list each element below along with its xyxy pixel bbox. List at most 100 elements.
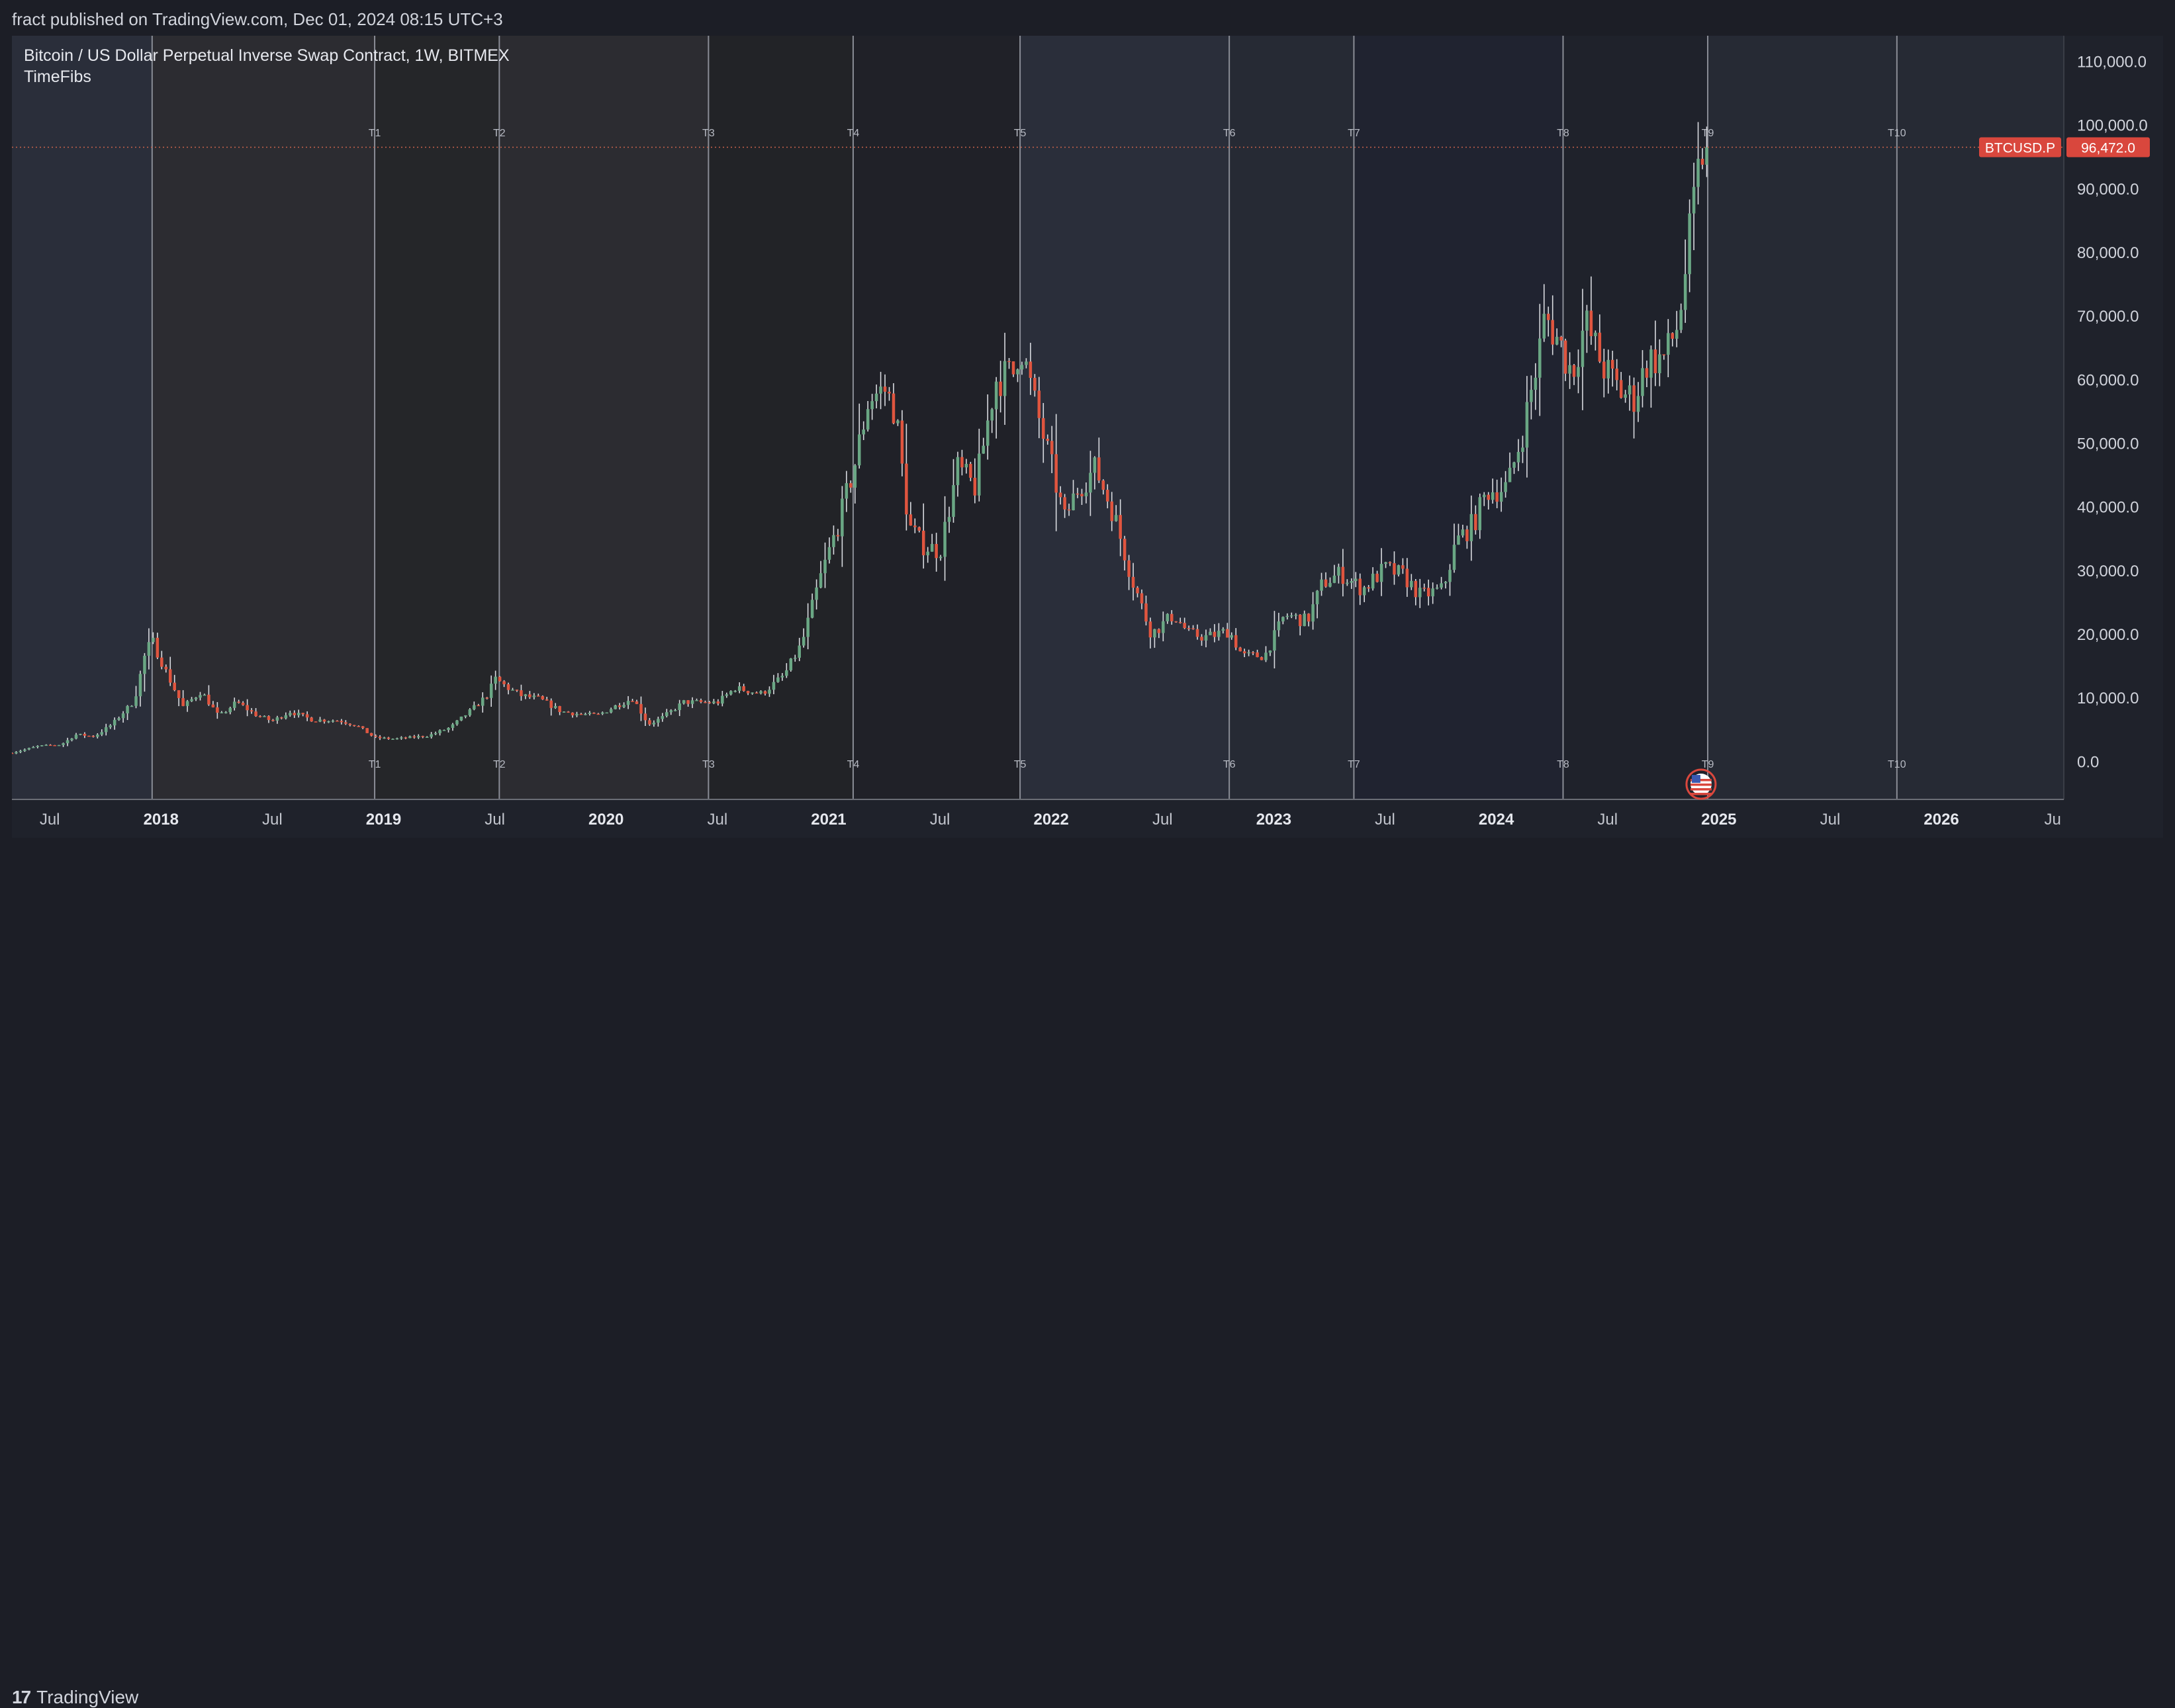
candle-body [1405,568,1409,588]
indicator-name[interactable]: TimeFibs [24,67,91,86]
candle-body [1303,613,1306,627]
candle [173,674,176,692]
candle [913,518,917,533]
flag-canton [1691,775,1700,783]
candle [511,688,514,691]
candle [1538,304,1542,416]
candle-body [1324,579,1328,587]
candle-body [1551,320,1554,345]
candle-body [1448,570,1452,582]
candle [113,717,116,730]
candle [289,710,292,717]
candle [216,701,219,719]
us-flag-icon[interactable] [1685,768,1717,800]
candle-body [657,719,660,723]
candle [1268,650,1272,656]
candle [541,695,545,700]
candle-body [665,712,669,717]
candle-body [1375,573,1379,582]
candle [164,664,168,673]
candle [32,746,35,748]
candle-body [1495,492,1499,502]
candle [40,745,44,747]
candle-body [400,737,403,739]
candle [1461,524,1465,538]
candle [1628,375,1632,411]
candle [1465,525,1469,549]
candle-body [678,703,681,710]
candle-body [1238,647,1242,652]
fib-label-top: T4 [847,128,860,139]
chart-canvas[interactable]: T1 T1 T2 T2 T3 T3 T4 T4 T5 T5 T6 T6 T7 T7 T8 T8 T9 T9 T10 T… [12,36,2163,838]
chart-frame[interactable]: T1 T1 T2 T2 T3 T3 T4 T4 T5 T5 T6 T6 T7 T7 T8 T8 T9 T9 T10 T… [12,36,2163,838]
candle-body [1140,593,1144,604]
fib-zone [1896,36,2064,799]
candle-body [635,701,639,704]
candle [879,371,882,410]
candle-body [1046,439,1050,441]
candle-body [348,723,352,725]
candle [1632,377,1636,439]
x-tick-label: 2021 [811,811,846,829]
candle-body [1251,652,1255,654]
candle-body [947,517,951,522]
candle-body [1242,651,1246,654]
candle-body [789,658,793,670]
candle-body [1397,565,1401,575]
candle-body [1534,377,1538,390]
candle [1166,613,1170,624]
y-tick-label: 60,000.0 [2077,371,2139,389]
candle [1457,523,1460,545]
candle [1076,488,1080,498]
candle [721,691,724,707]
candle-body [177,690,181,698]
candle-body [883,386,887,392]
candle-body [1089,472,1092,493]
candle-body [194,697,198,699]
candle [1140,589,1144,609]
candle [224,711,228,714]
candle [1264,646,1268,662]
candle [1016,368,1019,382]
candle [1346,579,1349,586]
candle-body [1033,378,1037,391]
candle-body [1478,497,1482,531]
candle [1572,363,1576,385]
candle [1294,613,1298,619]
candle-body [57,744,61,746]
candle [1003,332,1007,425]
y-tick-label: 90,000.0 [2077,181,2139,199]
candle [883,374,887,406]
candle [1452,523,1456,573]
candle-body [156,637,160,658]
footer: 17 TradingView [0,838,2175,1707]
candle-body [935,544,938,559]
candle-body [1700,158,1704,165]
candle [1431,582,1434,604]
fib-zone [1229,36,1354,799]
candle-body [1307,613,1311,622]
candle [181,690,185,707]
candle [896,419,900,426]
candle [1671,332,1675,347]
candle-body [1234,635,1238,648]
fib-label-top: T3 [702,128,715,139]
y-tick-label: 100,000.0 [2077,117,2148,135]
candle-body [1350,580,1354,583]
candle [545,696,549,701]
candle-body [836,535,840,537]
candle-body [1346,582,1349,584]
candle-body [203,694,207,696]
candle-body [1332,575,1336,583]
candle [301,713,304,717]
candle [1067,504,1071,516]
candle-body [280,717,283,719]
candle [498,676,502,682]
candle [83,732,87,739]
candle-body [1457,535,1460,545]
tradingview-brand[interactable]: 17 TradingView [12,1687,138,1708]
candle-body [845,483,849,499]
candle [489,675,493,707]
x-tick-label: Jul [1152,811,1173,829]
fib-label-top: T9 [1702,128,1714,139]
